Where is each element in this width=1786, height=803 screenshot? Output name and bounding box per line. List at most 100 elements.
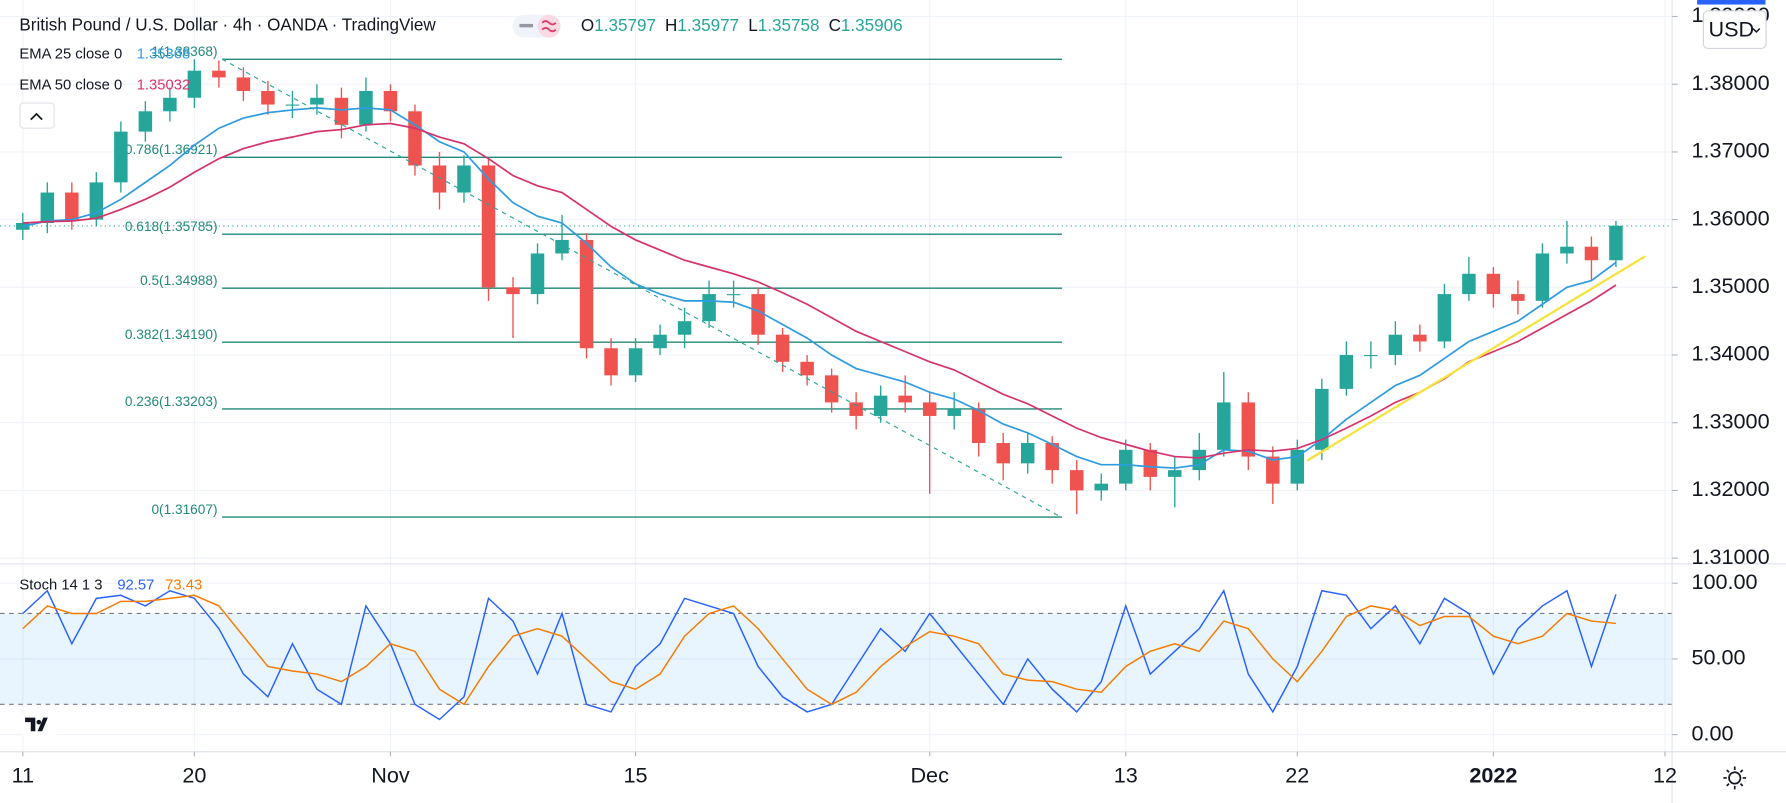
candle-body <box>383 90 398 112</box>
candle-body <box>457 165 471 193</box>
x-tick-label: 2022 <box>1469 763 1517 788</box>
y-tick-label: 1.31000 <box>1691 544 1769 569</box>
candle-body <box>1119 449 1133 484</box>
icon <box>1723 766 1747 790</box>
candle-body <box>65 192 79 220</box>
candle-body <box>996 443 1010 464</box>
candle-body <box>628 348 643 376</box>
candle-body <box>849 402 863 416</box>
candle-body <box>1364 355 1378 357</box>
candle-body <box>114 131 128 183</box>
y-tick-label: 1.33000 <box>1691 408 1769 433</box>
icon <box>1728 771 1742 785</box>
band-fill <box>0 613 1673 705</box>
x-tick-label: 20 <box>182 763 206 788</box>
x-tick-label: 12 <box>1653 763 1677 788</box>
candle-body <box>775 334 790 362</box>
x-tick-label: 11 <box>12 763 34 788</box>
price-axis-highlight <box>1697 0 1766 5</box>
candle-body <box>1045 443 1059 471</box>
candle-body <box>653 334 667 349</box>
fib-label: 0.786(1.36921) <box>125 142 218 157</box>
y-tick-label: 50.00 <box>1691 645 1745 670</box>
logo <box>19 705 59 744</box>
stoch-line <box>22 589 1617 721</box>
ohlc-key: C <box>829 16 841 35</box>
icon <box>541 20 557 33</box>
ohlc-value: 1.35797 <box>594 16 656 35</box>
candle-body <box>677 321 692 335</box>
candle-body <box>947 409 961 416</box>
currency-label: USD <box>1709 16 1755 41</box>
indicator-value: 73.43 <box>165 577 202 593</box>
candle-body <box>824 375 839 403</box>
candle-body <box>1462 273 1476 295</box>
candle-body <box>1241 402 1256 457</box>
candle-body <box>530 253 545 295</box>
chart-title: British Pound / U.S. Dollar · 4h · OANDA… <box>19 16 436 35</box>
y-tick-label: 100.00 <box>1691 569 1757 594</box>
legend: British Pound / U.S. Dollar · 4h · OANDA… <box>19 0 1767 790</box>
logo-badge <box>19 705 59 744</box>
y-tick-label: 1.35000 <box>1691 273 1769 298</box>
ohlc-legend: O1.35797 H1.35977 L1.35758 C1.35906 <box>581 16 903 35</box>
candle-body <box>334 97 349 125</box>
candle-body <box>1168 470 1182 477</box>
logo-mark <box>25 717 48 732</box>
fib-label: 0(1.31607) <box>151 502 217 517</box>
icon <box>519 23 534 28</box>
candle-body <box>1217 402 1231 450</box>
candle-body <box>1315 388 1329 450</box>
candle-body <box>579 239 594 349</box>
candle-body <box>1290 449 1305 484</box>
y-tick-label: 0.00 <box>1691 720 1733 745</box>
x-tick-label: 15 <box>624 763 648 788</box>
candle-body <box>873 395 888 416</box>
x-tick-label: 22 <box>1285 763 1309 788</box>
candle-body <box>726 294 741 296</box>
candle-body <box>1609 225 1623 261</box>
fib-label: 0.618(1.35785) <box>125 219 218 234</box>
indicator-name: Stoch 14 1 3 <box>19 577 102 593</box>
candle-body <box>285 104 300 106</box>
stoch-line <box>22 594 1617 706</box>
candle-body <box>212 70 226 78</box>
indicator-name: EMA 50 close 0 <box>19 77 122 93</box>
candle-body <box>236 77 251 91</box>
fib-label: 0.5(1.34988) <box>140 273 217 288</box>
candle-body <box>1339 355 1354 389</box>
y-tick-label: 1.36000 <box>1691 205 1769 230</box>
indicator-value: 1.35368 <box>137 47 191 63</box>
y-tick-label: 1.38000 <box>1691 70 1769 95</box>
candle-body <box>1069 470 1084 491</box>
candle-body <box>1388 334 1403 356</box>
x-tick-label: Dec <box>910 763 949 788</box>
candle-body <box>971 409 986 444</box>
fib-label: 0.382(1.34190) <box>125 327 218 342</box>
settings-button[interactable] <box>1723 766 1747 790</box>
candle-body <box>800 361 814 376</box>
x-tick-label: 13 <box>1114 763 1138 788</box>
candle-body <box>408 111 422 166</box>
candle-body <box>1020 443 1035 464</box>
ohlc-key: H <box>665 16 677 35</box>
fib-label: 0.236(1.33203) <box>125 394 218 409</box>
candle-body <box>432 165 447 193</box>
x-tick-label: Nov <box>371 763 410 788</box>
candle-body <box>1486 273 1501 295</box>
ohlc-key: O <box>581 16 594 35</box>
ema-line <box>22 122 1617 459</box>
candle-body <box>1192 449 1207 471</box>
candle-body <box>163 97 177 112</box>
icon <box>537 14 561 38</box>
candle-body <box>1266 456 1280 484</box>
candle-body <box>481 165 496 288</box>
candle-body <box>1413 334 1427 342</box>
currency-button[interactable] <box>1702 10 1767 49</box>
candle-body <box>187 70 202 98</box>
ohlc-value: 1.35906 <box>841 16 903 35</box>
candle-body <box>1535 253 1550 301</box>
candle-body <box>310 97 324 105</box>
